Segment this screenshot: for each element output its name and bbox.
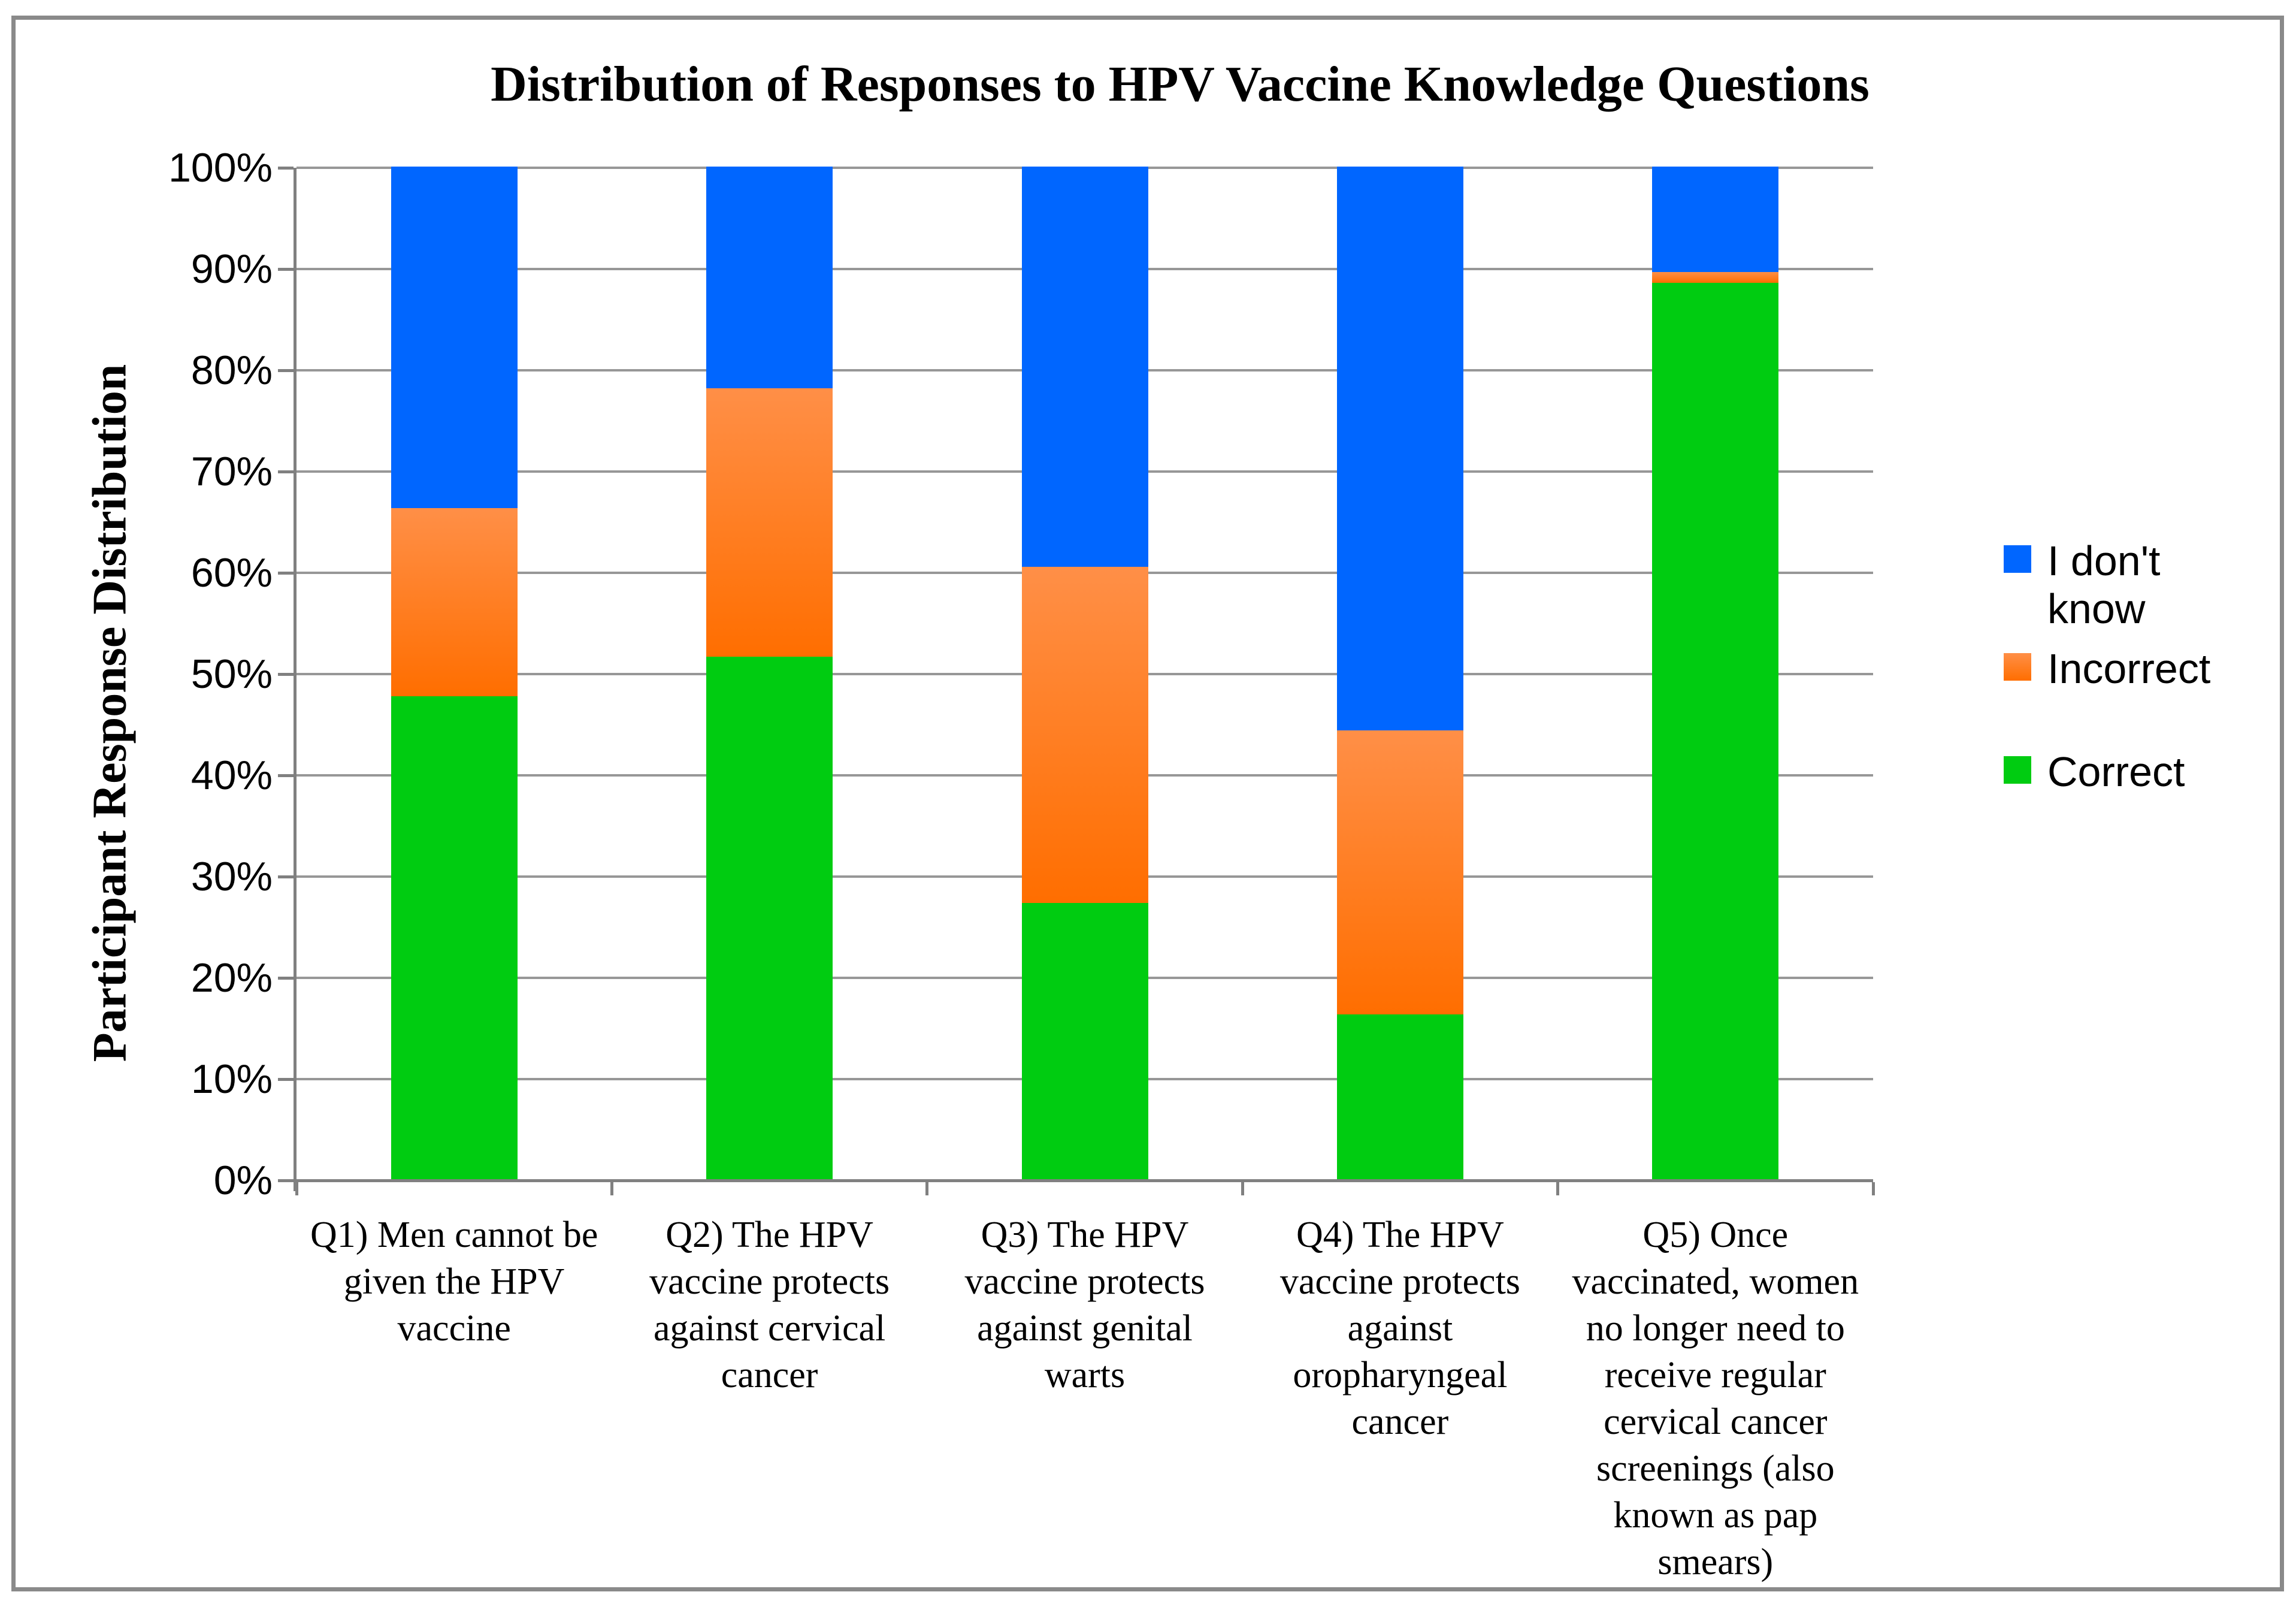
y-axis-tick-30% <box>278 875 294 878</box>
x-axis-tick <box>1241 1182 1244 1195</box>
x-axis-label-q5: Q5) Once vaccinated, women no longer nee… <box>1572 1215 1859 1582</box>
bar-segment-i-don-t-know-q4 <box>1336 167 1463 731</box>
bar-segment-correct-q5 <box>1652 283 1779 1179</box>
y-axis-tick-0% <box>278 1179 294 1182</box>
bar-segment-correct-q4 <box>1336 1014 1463 1179</box>
y-tick-label-20%: 20% <box>190 955 273 1001</box>
x-axis-label-q4: Q4) The HPV vaccine protects against oro… <box>1279 1215 1520 1442</box>
y-axis-tick-100% <box>278 167 294 170</box>
x-axis-label-q2: Q2) The HPV vaccine protects against cer… <box>649 1215 890 1395</box>
x-axis-label-q3: Q3) The HPV vaccine protects against gen… <box>964 1215 1205 1395</box>
y-tick-label-70%: 70% <box>190 449 273 494</box>
legend-item-i-don-t-know: I don't know <box>2004 537 2161 633</box>
legend-item-incorrect: Incorrect <box>2004 645 2210 693</box>
bar-segment-incorrect-q4 <box>1336 730 1463 1014</box>
x-axis-tick <box>295 1182 298 1195</box>
legend-swatch-i-don-t-know <box>2004 545 2031 573</box>
bar-q2 <box>706 167 833 1179</box>
bar-segment-i-don-t-know-q5 <box>1652 167 1779 272</box>
bar-segment-incorrect-q3 <box>1021 566 1148 903</box>
legend-swatch-correct <box>2004 756 2031 784</box>
bar-segment-incorrect-q5 <box>1652 271 1779 283</box>
y-axis-tick-60% <box>278 572 294 575</box>
y-axis-tick-10% <box>278 1078 294 1081</box>
bar-segment-correct-q1 <box>391 696 518 1179</box>
y-axis-line <box>294 168 297 1191</box>
y-axis-tick-70% <box>278 470 294 473</box>
y-tick-label-0%: 0% <box>213 1158 273 1203</box>
legend-item-correct: Correct <box>2004 748 2185 796</box>
y-axis-tick-80% <box>278 369 294 372</box>
x-axis-tick <box>1871 1182 1875 1195</box>
y-tick-label-40%: 40% <box>190 753 273 798</box>
y-tick-label-50%: 50% <box>190 651 273 697</box>
plot-area <box>278 167 1875 1195</box>
y-tick-label-60%: 60% <box>190 550 273 596</box>
y-tick-label-30%: 30% <box>190 854 273 899</box>
bar-segment-i-don-t-know-q3 <box>1021 167 1148 567</box>
legend-label-incorrect: Incorrect <box>2047 645 2211 692</box>
bar-q5 <box>1652 167 1779 1179</box>
bar-segment-correct-q3 <box>1021 902 1148 1179</box>
x-axis-line <box>294 1179 1873 1182</box>
legend-label-correct: Correct <box>2047 748 2185 795</box>
bar-segment-i-don-t-know-q2 <box>706 167 833 389</box>
x-axis-tick <box>1556 1182 1560 1195</box>
x-axis-tick <box>610 1182 613 1195</box>
y-tick-label-100%: 100% <box>168 145 273 191</box>
x-axis-label-q1: Q1) Men cannot be given the HPV vaccine <box>310 1215 598 1349</box>
bar-segment-incorrect-q1 <box>391 508 518 696</box>
y-axis-tick-40% <box>278 774 294 777</box>
y-axis-tick-90% <box>278 268 294 271</box>
y-tick-label-80%: 80% <box>190 348 273 393</box>
y-tick-label-90%: 90% <box>190 246 273 292</box>
legend-label-i-don-t-know: I don't know <box>2047 537 2161 632</box>
chart-title: Distribution of Responses to HPV Vaccine… <box>491 56 1870 112</box>
bar-segment-i-don-t-know-q1 <box>391 167 518 508</box>
bar-segment-incorrect-q2 <box>706 388 833 657</box>
y-axis-tick-20% <box>278 977 294 980</box>
x-axis-tick <box>925 1182 929 1195</box>
bar-q3 <box>1021 167 1148 1179</box>
bar-q1 <box>391 167 518 1179</box>
y-axis-tick-50% <box>278 673 294 676</box>
y-tick-label-10%: 10% <box>190 1056 273 1102</box>
bar-segment-correct-q2 <box>706 656 833 1179</box>
bar-q4 <box>1336 167 1463 1179</box>
legend-swatch-incorrect <box>2004 653 2031 681</box>
